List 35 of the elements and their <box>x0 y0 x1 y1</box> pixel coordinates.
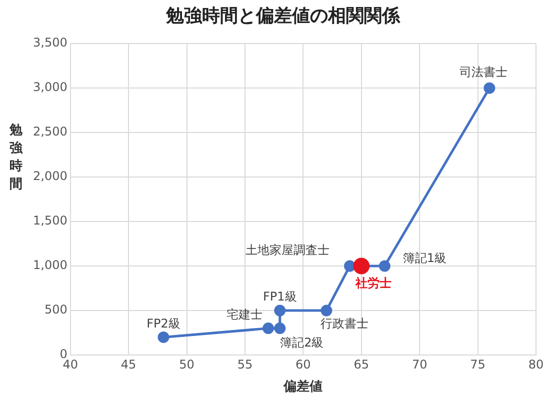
annotation: 簿記2級 <box>280 335 324 350</box>
point <box>378 260 390 272</box>
annotation: 宅建士 <box>226 307 262 322</box>
x-tick-label: 50 <box>179 357 194 372</box>
point <box>484 82 496 94</box>
x-tick-label: 55 <box>237 357 253 372</box>
x-tick-label: 80 <box>528 357 544 372</box>
annotation: 行政書士 <box>320 316 368 331</box>
x-axis-title: 偏差値 <box>282 380 323 395</box>
y-tick-label: 3,000 <box>32 80 68 94</box>
point <box>344 260 356 272</box>
annotation: 社労士 <box>354 276 392 290</box>
annotation: 土地家屋調査士 <box>246 243 330 258</box>
annotation: 司法書士 <box>459 65 508 80</box>
chart-title: 勉強時間と偏差値の相関関係 <box>165 5 401 26</box>
annotation: 簿記1級 <box>402 251 446 266</box>
annotation: FP1級 <box>263 290 297 304</box>
x-tick-label: 45 <box>120 357 136 372</box>
y-axis-title: 勉強時間 <box>8 122 24 194</box>
point <box>158 331 170 343</box>
x-tick-label: 75 <box>470 357 486 372</box>
y-tick-label: 1,000 <box>32 258 68 272</box>
y-tick-label: 3,500 <box>32 36 68 50</box>
y-tick-label: 2,500 <box>32 124 68 139</box>
x-tick-label: 70 <box>412 357 428 372</box>
y-tick-label: 1,500 <box>32 214 68 228</box>
x-tick-label: 65 <box>354 357 370 372</box>
point <box>274 304 286 316</box>
x-tick-label: 60 <box>296 357 311 372</box>
point <box>274 322 286 334</box>
point <box>262 322 274 334</box>
point <box>320 304 332 316</box>
y-tick-label: 2,000 <box>32 169 68 184</box>
annotation: FP2級 <box>146 316 180 330</box>
y-tick-label: 500 <box>44 302 68 317</box>
